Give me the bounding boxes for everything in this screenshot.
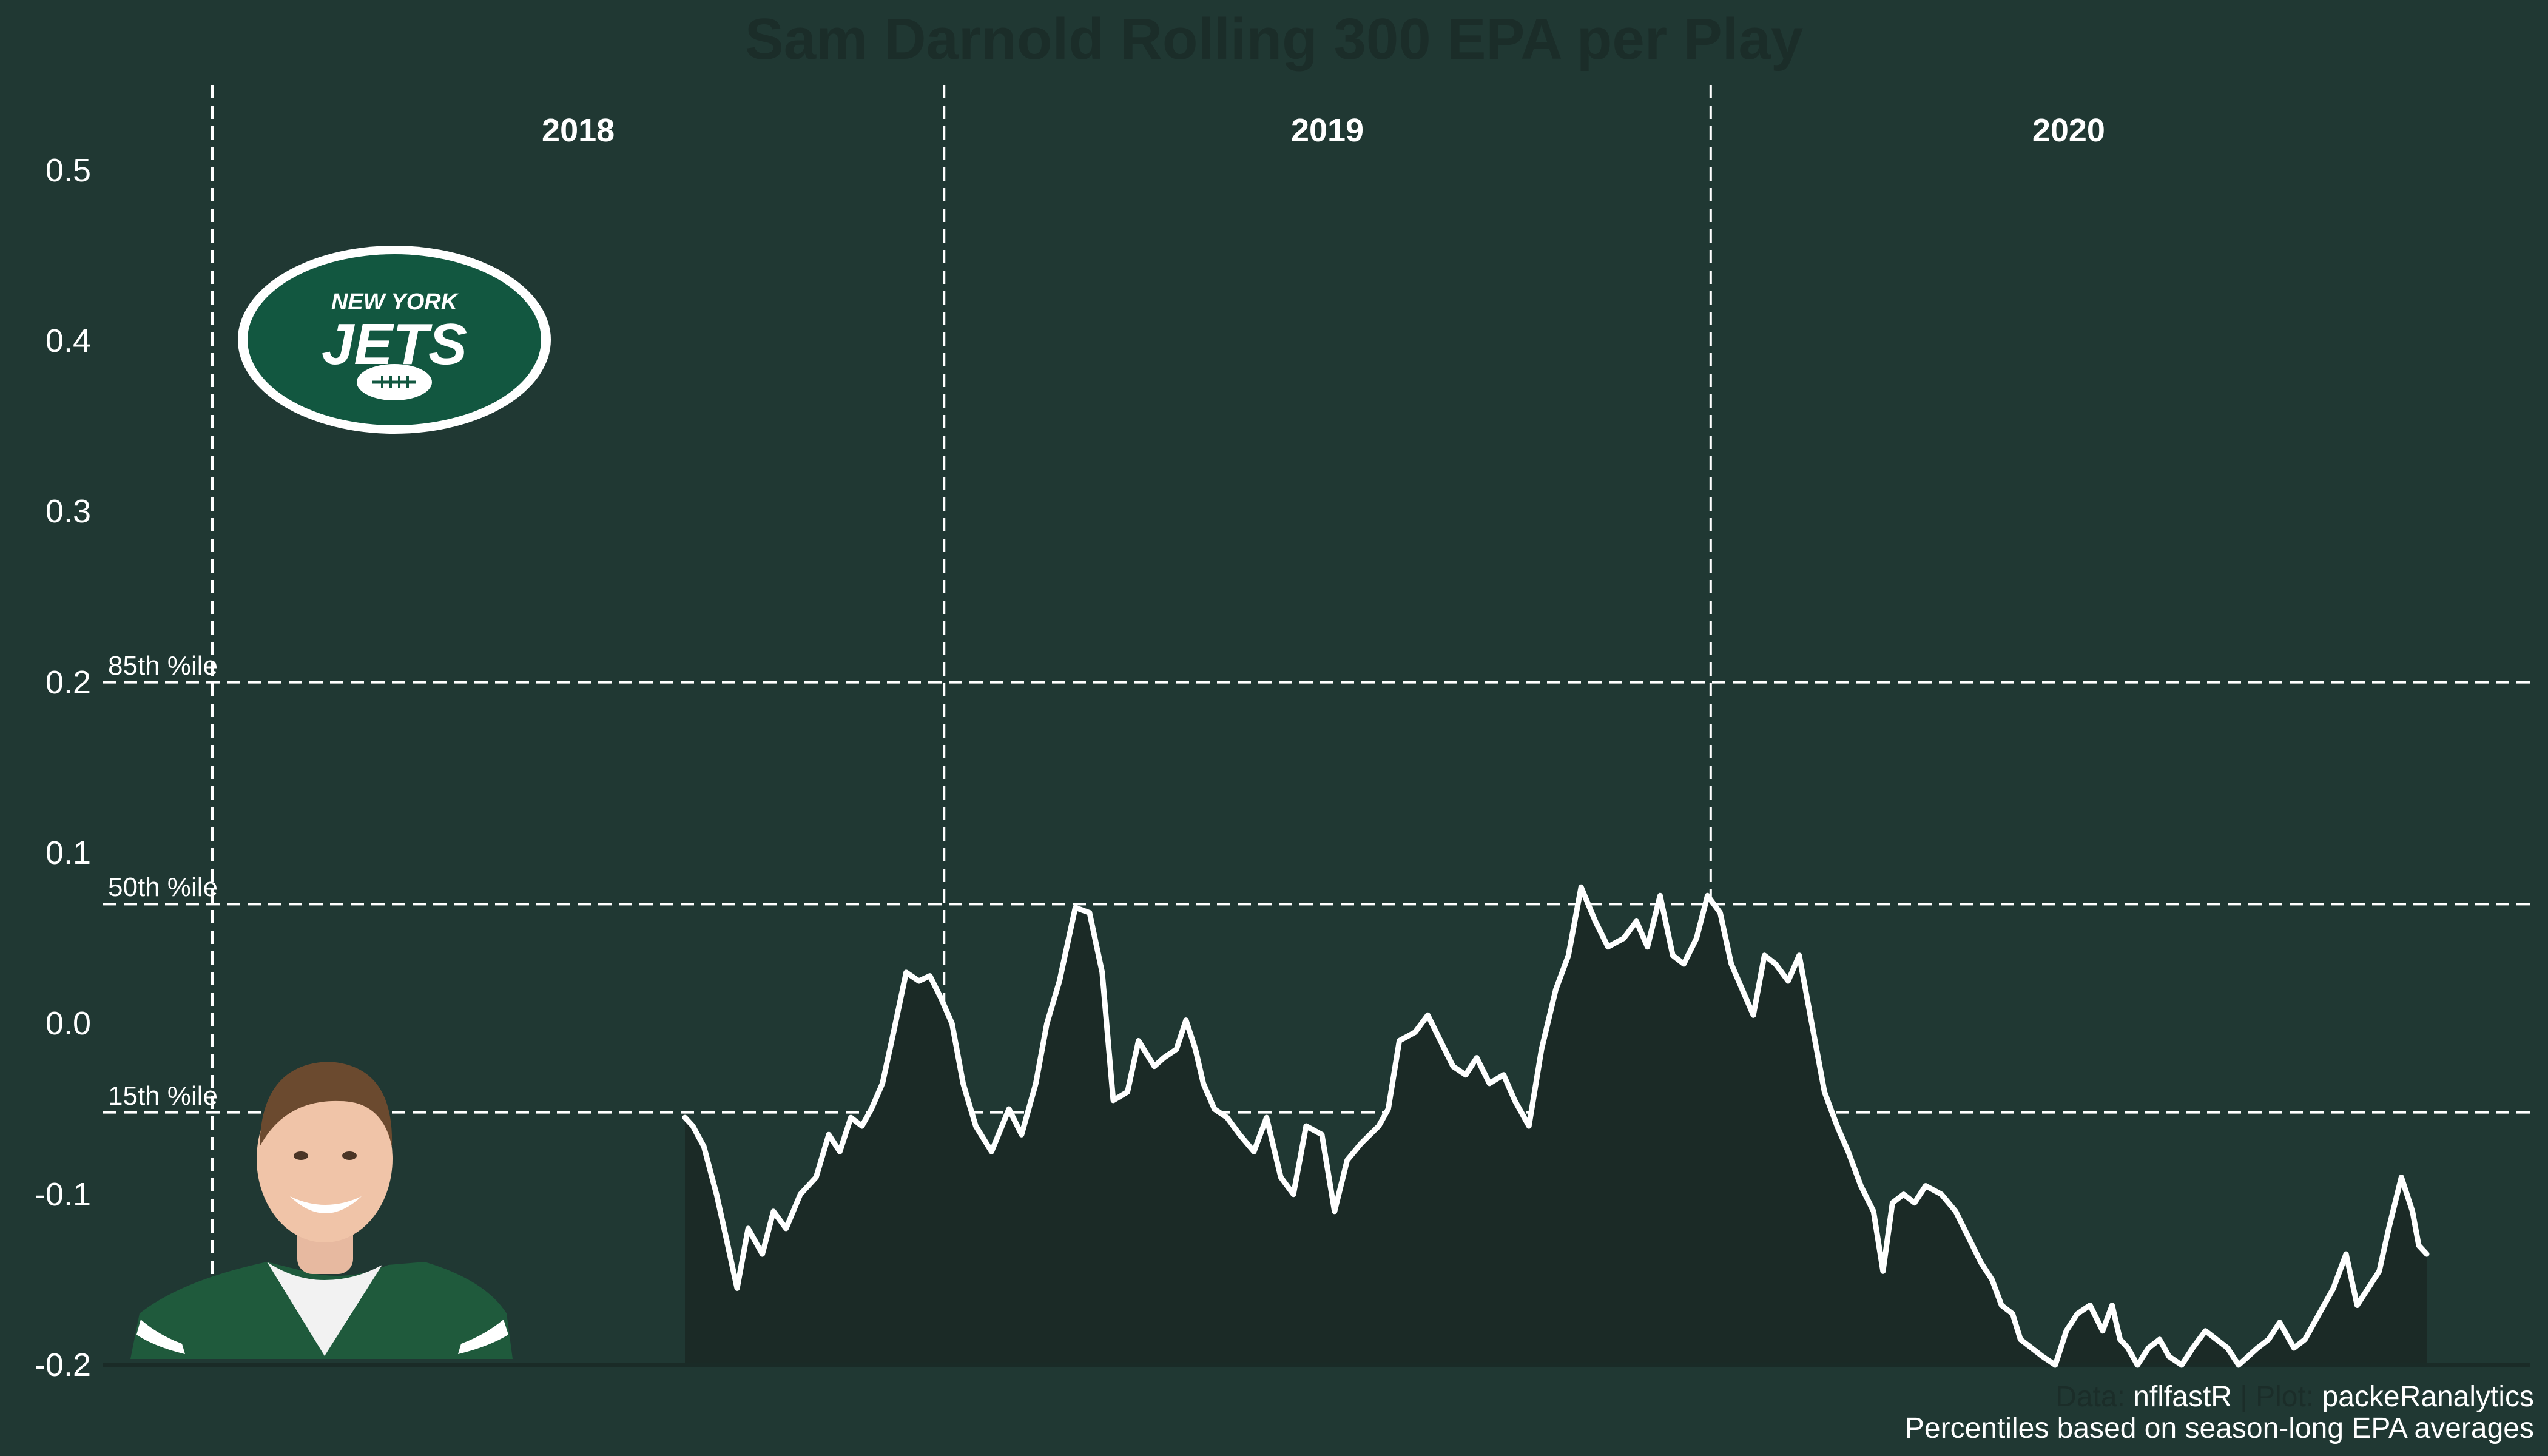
y-tick-label: 0.1 <box>45 835 91 871</box>
season-label: 2019 <box>1290 112 1364 149</box>
y-tick-label: -0.2 <box>34 1347 91 1383</box>
epa-line-series <box>682 884 2430 1368</box>
caption-data-value: nflfastR <box>2133 1381 2232 1414</box>
caption-note: Percentiles based on season-long EPA ave… <box>1904 1412 2534 1444</box>
percentile-label: 15th %ile <box>108 1080 218 1111</box>
season-divider-lines <box>211 85 1712 1365</box>
percentile-label: 50th %ile <box>108 872 218 903</box>
y-tick-label: 0.4 <box>45 323 91 359</box>
y-tick-label: 0.3 <box>45 493 91 530</box>
y-tick-label: 0.0 <box>45 1005 91 1042</box>
y-tick-label: 0.5 <box>45 152 91 189</box>
player-headshot <box>130 1062 513 1359</box>
percentile-reference-lines <box>103 681 2530 1114</box>
team-logo: NEW YORK JETS <box>238 246 551 434</box>
epa-area-fill <box>685 887 2427 1365</box>
chart-caption: Data: nflfastR | Plot: packeRanalytics P… <box>1905 1381 2534 1444</box>
y-tick-label: 0.2 <box>45 664 91 701</box>
caption-plot-value: packeRanalytics <box>2322 1381 2535 1414</box>
season-label: 2018 <box>542 112 615 149</box>
percentile-label: 85th %ile <box>108 650 218 681</box>
season-label: 2020 <box>2032 112 2105 149</box>
football-icon <box>357 364 432 400</box>
y-tick-label: -0.1 <box>34 1176 91 1213</box>
caption-plot-label: | Plot: <box>2231 1381 2322 1414</box>
caption-data-label: Data: <box>2055 1381 2134 1414</box>
chart-title: Sam Darnold Rolling 300 EPA per Play <box>744 7 1804 72</box>
caption-credits: Data: nflfastR | Plot: packeRanalytics <box>1905 1381 2534 1412</box>
team-logo-city: NEW YORK <box>331 289 459 315</box>
